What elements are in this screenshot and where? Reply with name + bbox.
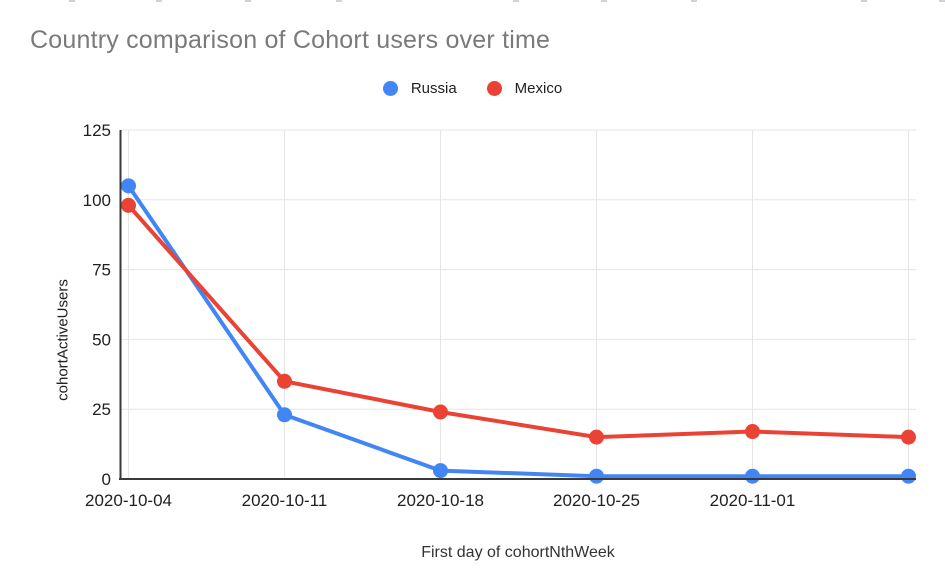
cropped-text-artifact <box>601 0 607 2</box>
legend-swatch-mexico-icon <box>486 81 502 96</box>
data-point-russia-5 <box>901 468 916 484</box>
data-point-russia-4 <box>745 468 760 484</box>
data-point-russia-1 <box>277 407 292 423</box>
data-point-russia-2 <box>433 463 448 479</box>
legend-swatch-russia-icon <box>382 81 398 96</box>
series-line-mexico <box>126 203 911 440</box>
x-tick-label: 2020-10-18 <box>397 491 484 510</box>
data-point-mexico-5 <box>901 429 916 445</box>
data-point-mexico-4 <box>745 424 760 440</box>
data-point-mexico-0 <box>121 197 136 213</box>
legend-label-russia: Russia <box>410 80 457 97</box>
y-tick-label: 125 <box>83 121 111 140</box>
legend-item-mexico: Mexico <box>486 80 563 97</box>
y-tick-label: 0 <box>102 470 111 489</box>
legend-item-russia: Russia <box>382 80 457 97</box>
x-tick-label: 2020-10-11 <box>242 491 328 510</box>
cropped-text-artifact <box>69 0 75 2</box>
data-point-mexico-3 <box>589 429 604 445</box>
data-point-russia-3 <box>589 468 604 484</box>
cropped-text-artifact <box>513 0 519 2</box>
data-point-mexico-1 <box>277 373 292 389</box>
series-line-russia <box>126 183 911 479</box>
cropped-text-artifact <box>861 0 867 2</box>
y-tick-label: 75 <box>92 261 111 280</box>
chart-title: Country comparison of Cohort users over … <box>30 26 551 54</box>
y-axis-title: cohortActiveUsers <box>54 279 72 401</box>
cropped-text-artifact <box>336 0 342 2</box>
data-point-russia-0 <box>121 178 136 194</box>
cropped-text-artifact <box>156 0 162 2</box>
legend-label-mexico: Mexico <box>514 80 563 97</box>
cropped-text-artifact <box>245 0 251 2</box>
x-tick-label: 2020-10-04 <box>85 491 172 510</box>
x-tick-label: 2020-11-01 <box>710 491 796 510</box>
data-point-mexico-2 <box>433 404 448 420</box>
x-axis-title: First day of cohortNthWeek <box>421 544 615 561</box>
x-tick-label: 2020-10-25 <box>553 491 640 510</box>
legend: Russia Mexico <box>0 80 945 97</box>
cropped-text-artifact <box>691 0 697 2</box>
y-tick-label: 50 <box>92 330 111 349</box>
y-tick-label: 25 <box>92 400 111 419</box>
cropped-text-artifact <box>939 0 945 2</box>
y-tick-label: 100 <box>83 191 111 210</box>
